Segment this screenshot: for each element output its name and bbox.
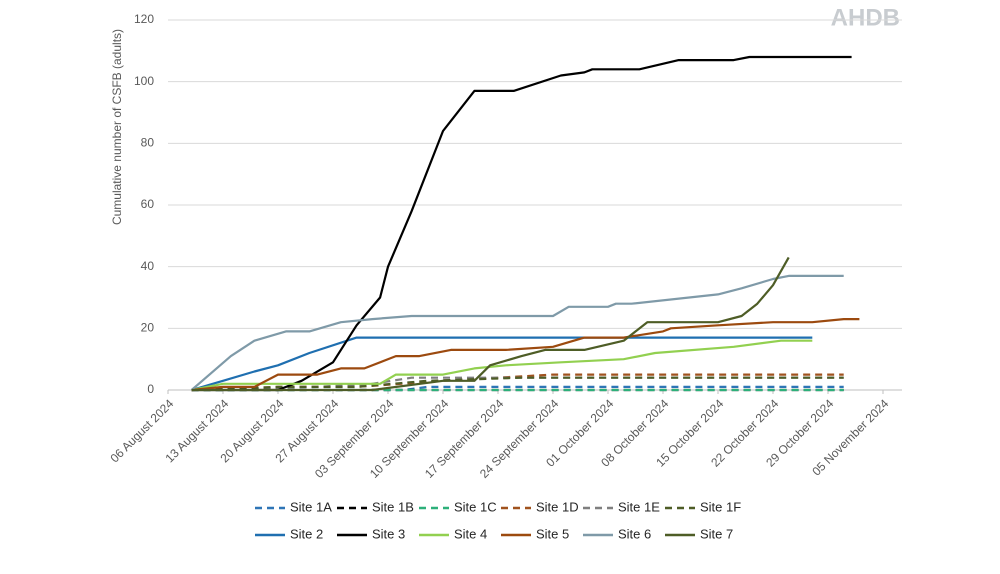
legend-label: Site 1B: [372, 499, 414, 514]
y-tick-label: 40: [141, 259, 155, 273]
series-line: [190, 274, 844, 391]
legend-label: Site 1E: [618, 499, 660, 514]
y-tick-label: 0: [147, 382, 154, 396]
y-tick-label: 60: [141, 197, 155, 211]
series-line: [191, 336, 813, 392]
y-tick-label: 20: [141, 321, 155, 335]
legend-label: Site 3: [372, 526, 405, 541]
series-line: [191, 339, 813, 392]
y-tick-label: 120: [134, 12, 154, 26]
legend-label: Site 7: [700, 526, 733, 541]
y-tick-label: 100: [134, 74, 154, 88]
series-line: [191, 318, 860, 392]
legend-label: Site 1A: [290, 499, 332, 514]
legend-label: Site 4: [454, 526, 487, 541]
logo: AHDB: [831, 4, 900, 31]
y-tick-label: 80: [141, 136, 155, 150]
series-line: [191, 376, 844, 392]
series-line: [191, 385, 844, 392]
legend-label: Site 6: [618, 526, 651, 541]
legend-label: Site 2: [290, 526, 323, 541]
legend-label: Site 1F: [700, 499, 741, 514]
legend-label: Site 5: [536, 526, 569, 541]
legend-label: Site 1C: [454, 499, 497, 514]
series-line: [191, 55, 852, 392]
y-axis-label: Cumulative number of CSFB (adults): [110, 29, 124, 225]
legend-label: Site 1D: [536, 499, 579, 514]
series-line: [191, 256, 790, 392]
